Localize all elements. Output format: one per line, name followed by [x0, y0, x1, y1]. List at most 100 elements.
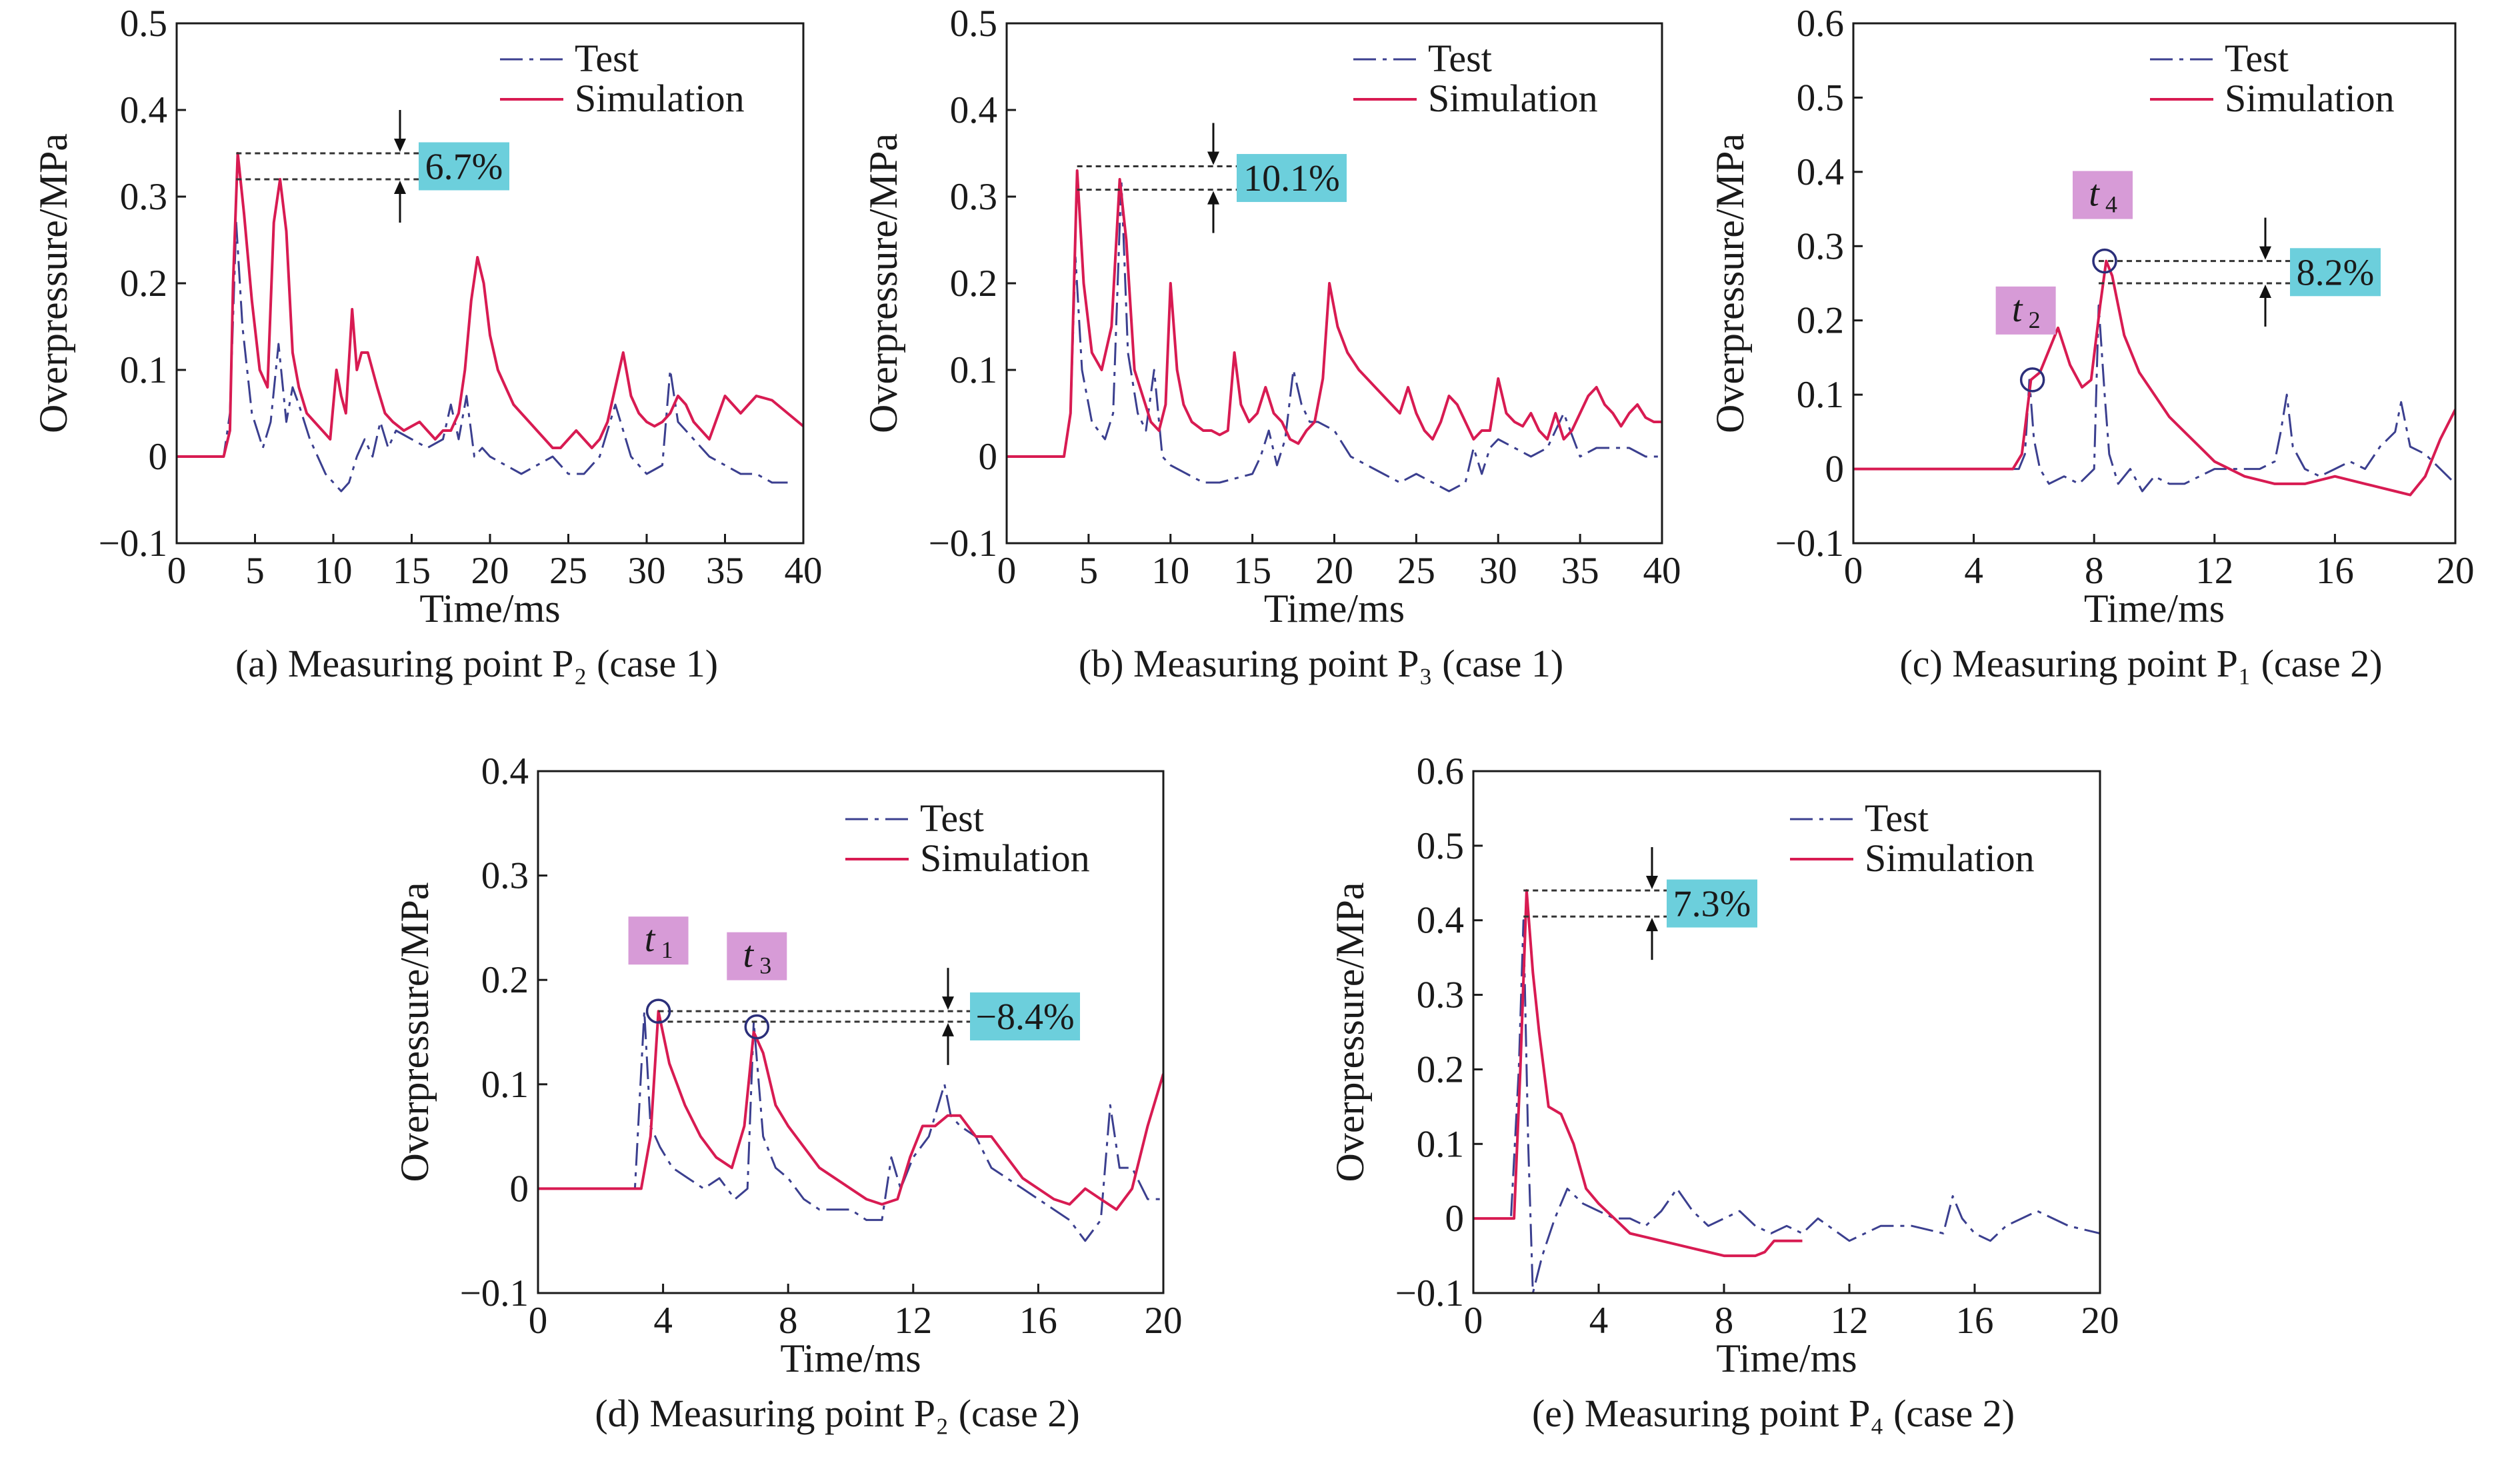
y-tick-label: 0.4: [120, 89, 167, 131]
y-axis-label: Overpressure/MPa: [393, 882, 437, 1182]
annotation-arrowhead: [1207, 191, 1219, 205]
y-tick-label: 0: [149, 436, 168, 478]
x-tick-label: 8: [779, 1300, 798, 1342]
y-tick-label: 0.5: [1797, 77, 1844, 119]
y-tick-label: 0.4: [481, 750, 529, 792]
y-tick-label: 0.3: [1797, 225, 1844, 267]
x-tick-label: 30: [628, 550, 666, 592]
x-tick-label: 12: [894, 1300, 932, 1342]
y-tick-label: 0.1: [120, 349, 167, 391]
y-tick-label: 0.5: [120, 3, 167, 45]
y-tick-label: 0.5: [950, 3, 997, 45]
series-line-simulation: [1473, 889, 1803, 1258]
plot-frame: [1005, 22, 1663, 545]
x-axis-label: Time/ms: [1716, 1336, 1857, 1380]
x-tick-label: 0: [167, 550, 187, 592]
percent-box: [970, 992, 1080, 1041]
y-tick-label: 0.2: [950, 263, 997, 305]
x-tick-label: 8: [2085, 550, 2104, 592]
annotation-arrowhead: [1646, 875, 1658, 889]
peak-marker: [645, 998, 671, 1024]
peak-marker: [2092, 248, 2117, 274]
y-tick-label: 0.4: [1417, 900, 1464, 942]
legend-label: Test: [575, 37, 639, 80]
t-label: t: [2012, 289, 2023, 330]
percent-label: 10.1%: [1243, 158, 1340, 199]
y-tick-label: 0.3: [120, 176, 167, 218]
x-tick-label: 20: [2437, 550, 2475, 592]
x-tick-label: 4: [1589, 1300, 1609, 1342]
x-tick-label: 20: [471, 550, 509, 592]
peak-marker: [744, 1014, 770, 1040]
x-tick-label: 30: [1479, 550, 1517, 592]
percent-box: [1667, 879, 1757, 928]
t-label-box: [628, 916, 689, 965]
annotation-arrowhead: [942, 996, 954, 1010]
y-tick-label: 0.2: [1417, 1048, 1464, 1090]
y-tick-label: 0.6: [1797, 3, 1844, 45]
y-tick-label: −0.1: [929, 523, 997, 565]
chart-caption: (b) Measuring point P₃ (case 1): [1079, 642, 1563, 685]
y-tick-label: 0.2: [1797, 300, 1844, 342]
percent-box: [2290, 248, 2381, 297]
annotation-arrowhead: [1646, 918, 1658, 932]
percent-box: [1237, 154, 1347, 203]
y-axis-label: Overpressure/MPa: [1708, 133, 1752, 433]
x-tick-label: 12: [1831, 1300, 1869, 1342]
y-tick-label: 0.1: [481, 1064, 529, 1106]
x-tick-label: 15: [393, 550, 431, 592]
t-label: t: [2089, 173, 2100, 215]
series-line-test: [177, 221, 788, 493]
series-line-test: [538, 1010, 1163, 1242]
y-tick-label: 0.3: [950, 176, 997, 218]
x-tick-label: 20: [2081, 1300, 2119, 1342]
t-label-subscript: 1: [661, 936, 673, 963]
x-tick-label: 5: [245, 550, 265, 592]
annotation-arrowhead: [2259, 285, 2271, 298]
x-tick-label: 20: [1315, 550, 1353, 592]
t-label-box: [2073, 171, 2133, 219]
percent-label: 6.7%: [425, 147, 503, 188]
plot-frame: [175, 22, 805, 545]
t-label-subscript: 3: [759, 952, 771, 979]
x-tick-label: 16: [2316, 550, 2354, 592]
y-tick-label: 0.6: [1417, 750, 1464, 792]
y-tick-label: 0: [1445, 1198, 1465, 1240]
x-tick-label: 16: [1019, 1300, 1057, 1342]
y-tick-label: 0.1: [1417, 1123, 1464, 1165]
chart-c: 0 4 8 12 16 20−0.100.10.20.30.40.50.6Time/msO…: [1708, 3, 2475, 685]
t-label-box: [1995, 286, 2056, 335]
chart-caption: (a) Measuring point P₂ (case 1): [235, 642, 718, 685]
series-line-test: [1473, 919, 2100, 1293]
percent-box: [419, 142, 509, 191]
y-tick-label: 0: [979, 436, 998, 478]
x-tick-label: 0: [1844, 550, 1863, 592]
y-tick-label: 0.1: [950, 349, 997, 391]
legend-label: Simulation: [2225, 77, 2395, 120]
annotation-arrowhead: [394, 181, 406, 194]
percent-label: −8.4%: [975, 996, 1074, 1038]
y-tick-label: 0.3: [481, 855, 529, 897]
y-tick-label: 0.2: [120, 263, 167, 305]
t-label-box: [727, 932, 787, 980]
legend-label: Simulation: [1428, 77, 1598, 120]
x-tick-label: 16: [1956, 1300, 1994, 1342]
chart-caption: (d) Measuring point P₂ (case 2): [595, 1392, 1079, 1435]
x-tick-label: 35: [706, 550, 744, 592]
x-axis-label: Time/ms: [780, 1336, 921, 1380]
y-tick-label: 0.3: [1417, 974, 1464, 1016]
annotation-arrowhead: [394, 139, 406, 152]
y-tick-label: 0.4: [1797, 151, 1844, 193]
y-tick-label: 0: [510, 1168, 529, 1210]
series-line-test: [1007, 178, 1662, 493]
chart-caption: (e) Measuring point P₄ (case 2): [1532, 1392, 2015, 1435]
x-tick-label: 10: [315, 550, 353, 592]
plot-frame: [1852, 22, 2457, 545]
x-tick-label: 25: [1397, 550, 1435, 592]
y-axis-label: Overpressure/MPa: [31, 133, 75, 433]
x-tick-label: 20: [1145, 1300, 1183, 1342]
x-tick-label: 5: [1079, 550, 1099, 592]
y-tick-label: 0: [1825, 449, 1845, 491]
y-tick-label: 0.5: [1417, 825, 1464, 867]
legend-label: Test: [920, 796, 984, 840]
